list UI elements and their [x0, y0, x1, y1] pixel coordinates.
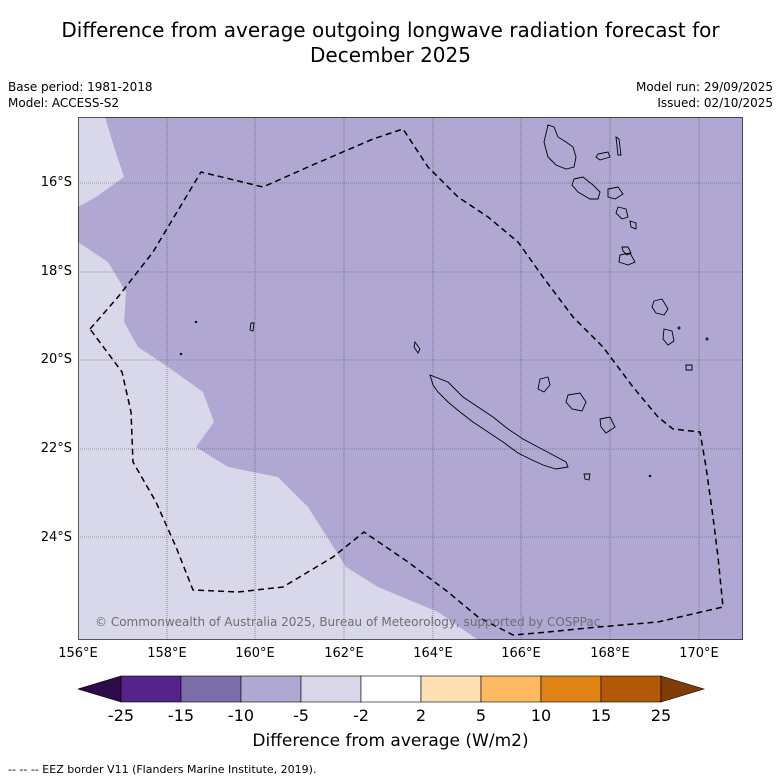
- colorbar-bin: [300, 675, 362, 703]
- base-period: Base period: 1981-2018: [8, 80, 153, 94]
- lon-label-166e: 166°E: [501, 646, 541, 661]
- islands: [179, 124, 709, 481]
- lon-label-168e: 168°E: [590, 646, 630, 661]
- meta-left: Base period: 1981-2018 Model: ACCESS-S2: [8, 79, 153, 111]
- colorbar-bin: [540, 675, 602, 703]
- gridlines: [78, 117, 743, 640]
- new-caledonia: [429, 374, 569, 470]
- colorbar-tick: 10: [530, 706, 552, 725]
- model-run: Model run: 29/09/2025: [635, 80, 773, 94]
- colorbar-bin: [120, 675, 182, 703]
- map-frame: [78, 117, 743, 640]
- colorbar-bin: [180, 675, 242, 703]
- colorbar-tick: 5: [475, 706, 487, 725]
- vanuatu-espiritu-santo: [543, 124, 577, 170]
- meta-right: Model run: 29/09/2025 Issued: 02/10/2025: [636, 79, 773, 111]
- colorbar-bin: [600, 675, 662, 703]
- map-panel: © Commonwealth of Australia 2025, Bureau…: [78, 117, 743, 640]
- model-name: Model: ACCESS-S2: [8, 96, 120, 110]
- colorbar-extend-high: [660, 675, 705, 703]
- lon-label-162e: 162°E: [324, 646, 364, 661]
- colorbar-tick: -10: [227, 706, 255, 725]
- map-title-line1: Difference from average outgoing longwav…: [61, 18, 720, 42]
- lon-label-164e: 164°E: [413, 646, 453, 661]
- issued-date: Issued: 02/10/2025: [657, 96, 773, 110]
- lat-label-16s: 16°S: [40, 175, 72, 190]
- lon-label-156e: 156°E: [58, 646, 98, 661]
- colorbar-extend-low: [78, 675, 122, 703]
- lon-label-158e: 158°E: [147, 646, 187, 661]
- lat-label-22s: 22°S: [40, 441, 72, 456]
- eez-legend-footer: -- -- -- EEZ border V11 (Flanders Marine…: [8, 763, 317, 776]
- lat-label-18s: 18°S: [40, 264, 72, 279]
- colorbar-tick: 2: [415, 706, 427, 725]
- colorbar-bin: [480, 675, 542, 703]
- copyright-notice: © Commonwealth of Australia 2025, Bureau…: [95, 615, 600, 629]
- colorbar-title: Difference from average (W/m2): [252, 731, 529, 751]
- colorbar-tick: -25: [107, 706, 135, 725]
- colorbar-bin: [420, 675, 482, 703]
- light-anomaly-region: [78, 117, 478, 640]
- colorbar-tick: -15: [167, 706, 195, 725]
- colorbar: [78, 675, 705, 703]
- lat-label-20s: 20°S: [40, 352, 72, 367]
- lon-label-160e: 160°E: [235, 646, 275, 661]
- eez-border: [89, 128, 724, 636]
- colorbar-bin: [240, 675, 302, 703]
- colorbar-tick: -2: [353, 706, 369, 725]
- lon-label-170e: 170°E: [679, 646, 719, 661]
- colorbar-tick: 25: [650, 706, 672, 725]
- colorbar-tick: 15: [590, 706, 612, 725]
- colorbar-tick: -5: [293, 706, 309, 725]
- map-title: Difference from average outgoing longwav…: [0, 18, 781, 68]
- lat-label-24s: 24°S: [40, 530, 72, 545]
- colorbar-bin: [360, 675, 422, 703]
- map-title-line2: December 2025: [310, 43, 471, 67]
